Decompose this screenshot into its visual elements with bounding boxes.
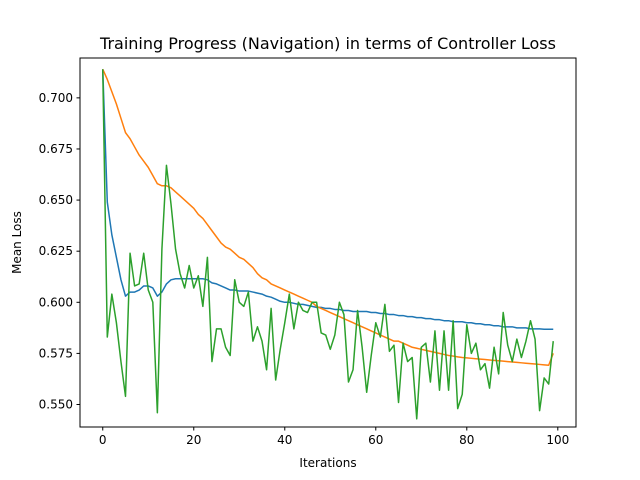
y-tick-label: 0.550 — [39, 398, 73, 412]
x-tick-label: 60 — [368, 433, 383, 447]
y-axis-title: Mean Loss — [10, 211, 24, 274]
x-tick-label: 100 — [546, 433, 569, 447]
chart-title: Training Progress (Navigation) in terms … — [99, 34, 556, 53]
y-tick-label: 0.600 — [39, 295, 73, 309]
series-layer — [102, 68, 554, 420]
y-tick-label: 0.625 — [39, 244, 73, 258]
x-axis-ticks: 0 20 40 60 80 100 — [99, 427, 569, 447]
y-tick-label: 0.700 — [39, 91, 73, 105]
y-tick-label: 0.650 — [39, 193, 73, 207]
y-tick-label: 0.675 — [39, 142, 73, 156]
x-axis-title: Iterations — [299, 456, 356, 470]
series-line-3 — [102, 69, 554, 420]
plot-frame — [79, 57, 577, 428]
x-tick-label: 0 — [99, 433, 107, 447]
x-tick-label: 80 — [459, 433, 474, 447]
series-line-1 — [102, 69, 554, 331]
y-tick-label: 0.575 — [39, 346, 73, 360]
y-axis-ticks: 0.550 0.575 0.600 0.625 0.650 0.675 0.700 — [39, 91, 80, 412]
x-tick-label: 40 — [277, 433, 292, 447]
x-tick-label: 20 — [186, 433, 201, 447]
